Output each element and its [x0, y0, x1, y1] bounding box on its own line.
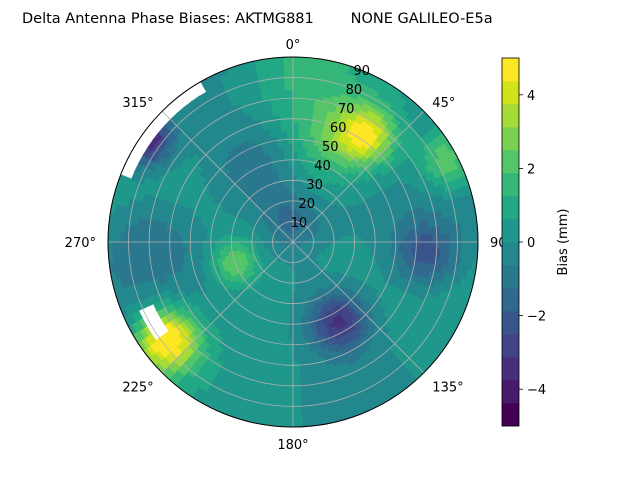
- chart-title: Delta Antenna Phase Biases: AKTMG881 NON…: [22, 11, 493, 27]
- bias-contour-field: [108, 57, 478, 427]
- polar-plot-area: [108, 57, 478, 427]
